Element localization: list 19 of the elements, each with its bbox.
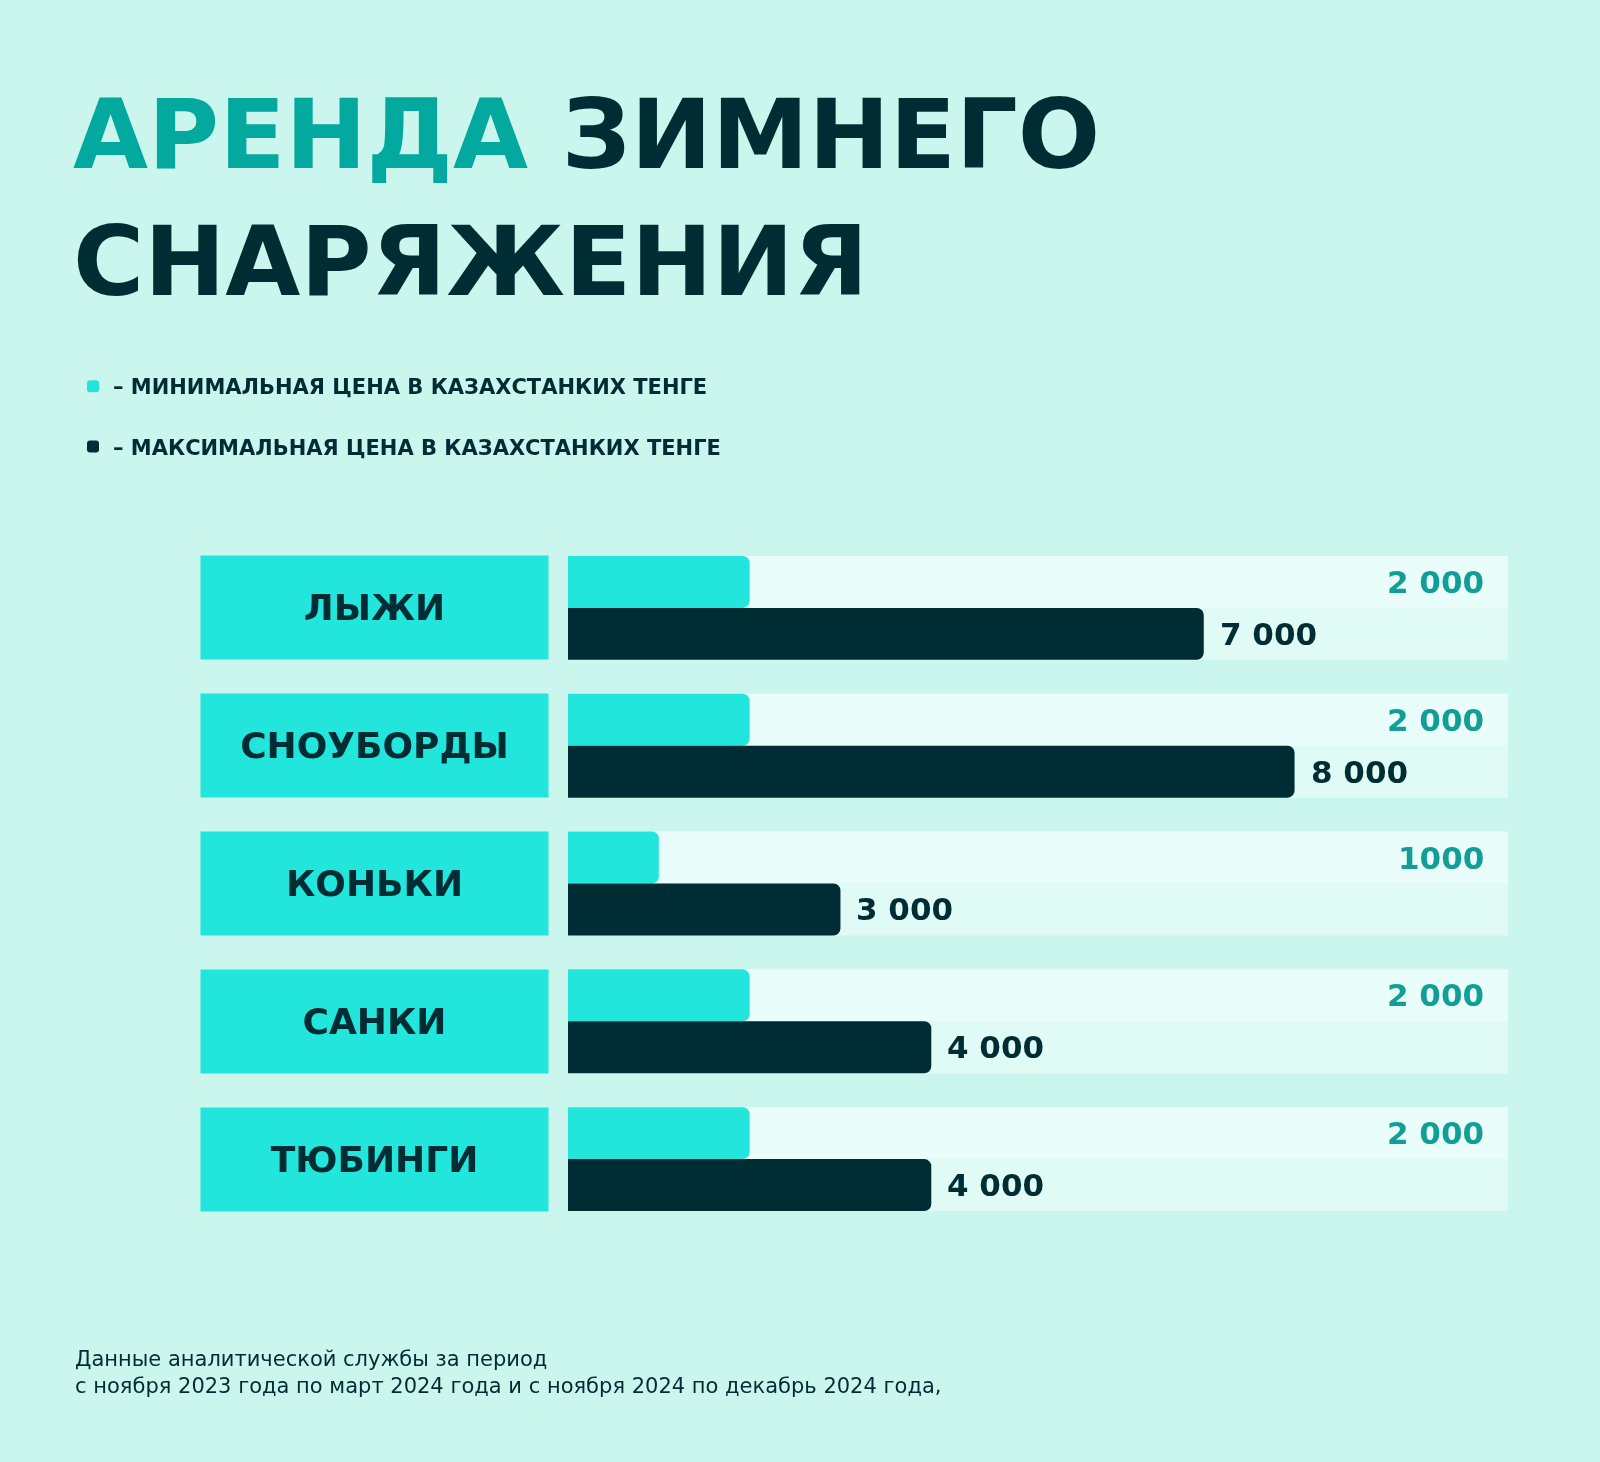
data-label: 2 000 — [1387, 977, 1485, 1013]
data-label: 3 000 — [856, 891, 954, 927]
data-label: 1000 — [1398, 840, 1485, 876]
y-tick-label: СНОУБОРДЫ — [240, 725, 509, 766]
chart-title: АРЕНДА ЗИМНЕГО СНАРЯЖЕНИЯ — [73, 78, 1101, 318]
data-label: 4 000 — [947, 1167, 1045, 1203]
data-label: 8 000 — [1311, 754, 1409, 790]
data-label: 2 000 — [1387, 564, 1485, 600]
text: Данные аналитической службы за период с ноября 2023 года по март 2024 года и с ноября 2024 по декабрь 2024 года, — [75, 1347, 942, 1399]
legend-label: – МИНИМАЛЬНАЯ ЦЕНА В КАЗАХСТАНКИХ ТЕНГЕ — [113, 375, 708, 400]
y-tick-label: ТЮБИНГИ — [270, 1139, 479, 1180]
legend-label: – МАКСИМАЛЬНАЯ ЦЕНА В КАЗАХСТАНКИХ ТЕНГЕ — [113, 435, 721, 460]
data-label: 2 000 — [1387, 702, 1485, 738]
y-tick-label: САНКИ — [302, 1001, 447, 1042]
y-tick-label: КОНЬКИ — [285, 863, 464, 904]
data-label: 2 000 — [1387, 1115, 1485, 1151]
y-tick-label: ЛЫЖИ — [303, 587, 446, 628]
data-label: 7 000 — [1220, 616, 1318, 652]
data-label: 4 000 — [947, 1029, 1045, 1065]
